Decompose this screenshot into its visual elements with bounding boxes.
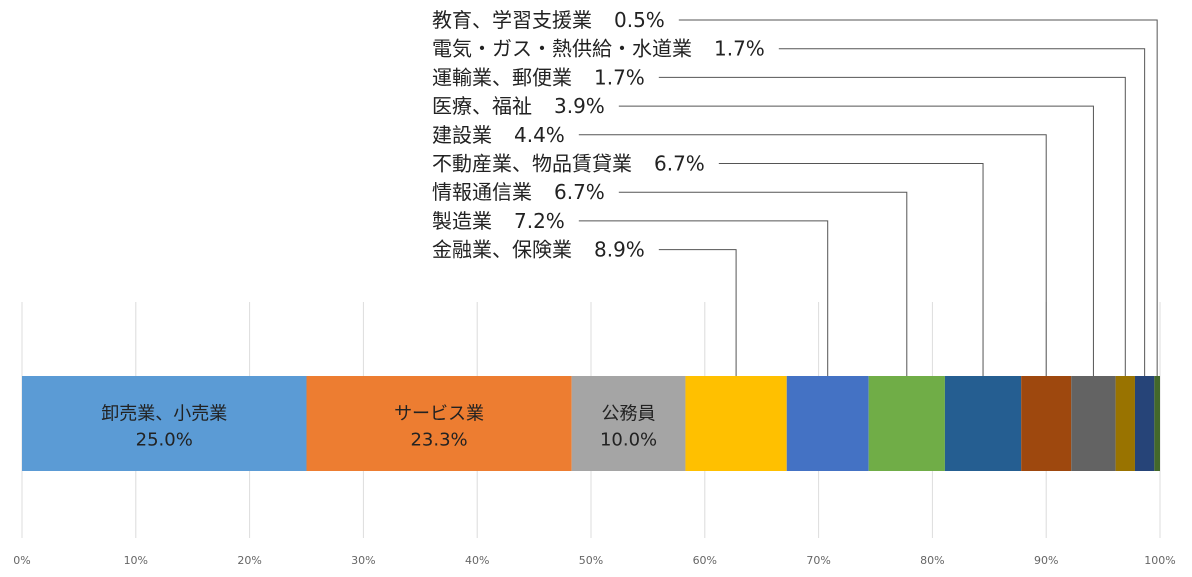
x-tick-label: 40% [465, 554, 489, 567]
callout-label: 運輸業、郵便業 1.7% [432, 65, 645, 89]
segment-value-label: 23.3% [410, 430, 467, 451]
callout-category: 不動産業、物品賃貸業 [432, 152, 632, 176]
callout-category: 運輸業、郵便業 [432, 65, 572, 89]
callout-leader-line [578, 220, 829, 376]
callout-leader-line [658, 76, 1126, 376]
callout-labels: 金融業、保険業 8.9% 製造業 7.2% 情報通信業 6.7% 不動産業、物品賃貸業 6.7… [432, 8, 1158, 376]
callout-category: 建設業 [432, 123, 492, 147]
bar-segment [22, 376, 307, 471]
bar-segment [1115, 376, 1135, 471]
callout-label: 電気・ガス・熱供給・水道業 1.7% [432, 37, 765, 61]
callout-label: 不動産業、物品賃貸業 6.7% [432, 152, 705, 176]
callout-category: 金融業、保険業 [432, 238, 572, 262]
callout-value: 0.5% [614, 8, 665, 32]
callout-value: 4.4% [514, 123, 565, 147]
x-tick-label: 0% [13, 554, 30, 567]
callout-label: 製造業 7.2% [432, 209, 565, 233]
bar-segment [685, 376, 787, 471]
bar-segment [1021, 376, 1072, 471]
callout-category: 教育、学習支援業 [432, 8, 592, 32]
callout-leader-line [678, 19, 1158, 376]
callout-leader-line [578, 134, 1047, 376]
callout-leader-line [658, 249, 737, 376]
bar-segment [571, 376, 686, 471]
bar-segment [1134, 376, 1155, 471]
callout-value: 7.2% [514, 209, 565, 233]
bar-segment [306, 376, 572, 471]
x-tick-label: 70% [806, 554, 830, 567]
callout-label: 建設業 4.4% [432, 123, 565, 147]
callout-category: 医療、福祉 [432, 94, 532, 118]
callout-label: 医療、福祉 3.9% [432, 94, 605, 118]
bar-segment [944, 376, 1022, 471]
callout-value: 1.7% [594, 65, 645, 89]
bar-segment [786, 376, 869, 471]
x-tick-label: 10% [124, 554, 148, 567]
x-tick-label: 20% [237, 554, 261, 567]
callout-label: 教育、学習支援業 0.5% [432, 8, 665, 32]
callout-category: 電気・ガス・熱供給・水道業 [432, 37, 692, 61]
callout-category: 情報通信業 [432, 180, 532, 204]
callout-label: 情報通信業 6.7% [432, 180, 605, 204]
segment-value-label: 25.0% [136, 430, 193, 451]
segment-value-label: 10.0% [600, 430, 657, 451]
callout-label: 金融業、保険業 8.9% [432, 238, 645, 262]
bar-segment [1154, 376, 1160, 471]
bar-segment [1071, 376, 1116, 471]
callout-value: 8.9% [594, 238, 645, 262]
x-tick-label: 100% [1144, 554, 1175, 567]
x-tick-label: 50% [579, 554, 603, 567]
x-tick-label: 80% [920, 554, 944, 567]
callout-leader-line [718, 163, 984, 376]
x-tick-label: 60% [693, 554, 717, 567]
bar-segments [22, 376, 1160, 471]
x-axis-ticks: 0% 10% 20% 30% 40% 50% 60% 70% 80% 90% 100% [13, 554, 1175, 567]
x-tick-label: 90% [1034, 554, 1058, 567]
segment-category-label: 卸売業、小売業 [101, 404, 227, 425]
segment-category-label: 公務員 [602, 404, 656, 425]
callout-leader-line [618, 191, 908, 376]
bar-segment [868, 376, 945, 471]
callout-value: 6.7% [554, 180, 605, 204]
inside-labels: 卸売業、小売業 25.0% サービス業 23.3% 公務員 10.0% [101, 404, 657, 451]
callout-leader-line [618, 105, 1094, 376]
callout-value: 1.7% [714, 37, 765, 61]
callout-category: 製造業 [432, 209, 492, 233]
segment-category-label: サービス業 [394, 404, 484, 425]
callout-value: 6.7% [654, 152, 705, 176]
x-tick-label: 30% [351, 554, 375, 567]
callout-leader-line [778, 48, 1146, 376]
callout-value: 3.9% [554, 94, 605, 118]
